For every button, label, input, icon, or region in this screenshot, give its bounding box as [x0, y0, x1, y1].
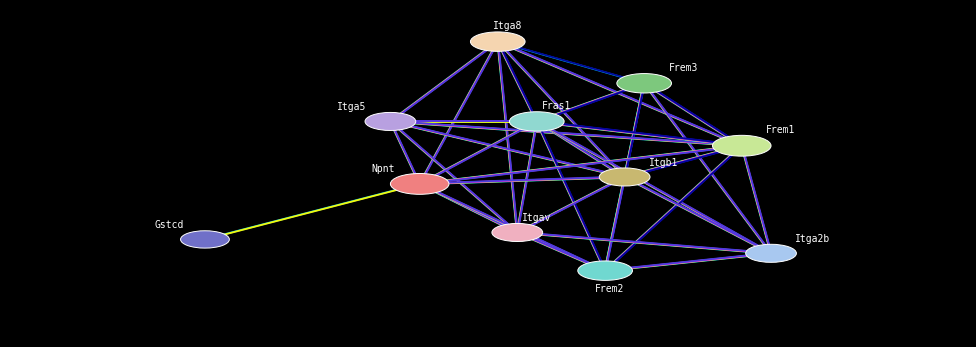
- Text: Npnt: Npnt: [372, 163, 395, 174]
- Circle shape: [390, 174, 449, 194]
- Text: Itga2b: Itga2b: [795, 234, 831, 244]
- Text: Itga8: Itga8: [493, 20, 522, 31]
- Text: Itgav: Itgav: [522, 213, 551, 223]
- Text: Itgb1: Itgb1: [649, 158, 678, 168]
- Text: Frem3: Frem3: [669, 63, 698, 73]
- Circle shape: [365, 112, 416, 130]
- Circle shape: [509, 112, 564, 131]
- Circle shape: [578, 261, 632, 280]
- Text: Frem2: Frem2: [595, 284, 625, 294]
- Circle shape: [470, 32, 525, 51]
- Text: Gstcd: Gstcd: [154, 220, 183, 230]
- Circle shape: [746, 244, 796, 262]
- Text: Frem1: Frem1: [766, 125, 795, 135]
- Circle shape: [599, 168, 650, 186]
- Circle shape: [617, 74, 671, 93]
- Text: Fras1: Fras1: [542, 101, 571, 111]
- Text: Itga5: Itga5: [337, 102, 366, 112]
- Circle shape: [492, 223, 543, 242]
- Circle shape: [181, 231, 229, 248]
- Circle shape: [712, 135, 771, 156]
